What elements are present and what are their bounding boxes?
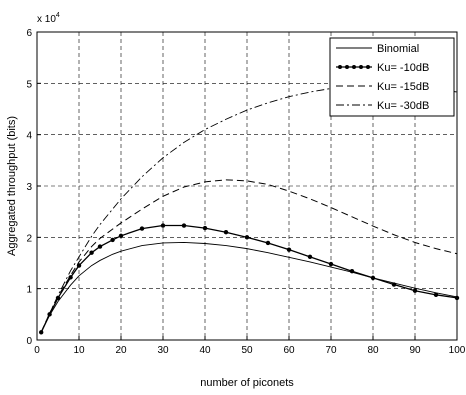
y-multiplier-exponent: 4: [56, 12, 60, 19]
y-tick-label: 5: [26, 79, 32, 90]
x-tick-label: 40: [199, 345, 211, 356]
data-point-ku-10db: [110, 237, 115, 243]
data-point-ku-10db: [181, 223, 187, 228]
x-tick-label: 90: [409, 345, 421, 356]
legend-marker-ku-10db: [345, 65, 349, 69]
x-tick-label: 100: [449, 345, 466, 356]
data-point-ku-10db: [97, 244, 103, 249]
legend-label-binomial: Binomial: [377, 43, 419, 55]
data-point-ku-10db: [89, 250, 94, 255]
data-point-ku-10db: [139, 226, 145, 231]
legend-marker-ku-10db: [359, 65, 363, 69]
legend-label-ku-30db: Ku= -30dB: [377, 100, 429, 112]
data-point-ku-10db: [265, 240, 271, 246]
legend-marker-ku-10db: [352, 65, 356, 69]
data-point-ku-10db: [68, 275, 73, 280]
y-axis-label: Aggregated throughput (bits): [6, 116, 18, 256]
x-tick-label: 70: [325, 345, 337, 356]
legend-marker-ku-10db: [338, 65, 342, 69]
legend-label-ku-10db: Ku= -10dB: [377, 62, 429, 74]
data-point-ku-10db: [118, 233, 124, 238]
data-point-ku-10db: [244, 235, 250, 240]
y-multiplier: x 104: [37, 12, 60, 25]
data-point-ku-10db: [391, 282, 397, 287]
y-tick-label: 3: [26, 182, 32, 193]
series-line-ku-30db: [40, 83, 458, 333]
legend: Binomial Ku= -10dB Ku= -15dB Ku= -30dB: [329, 37, 455, 117]
x-tick-label: 30: [157, 345, 169, 356]
x-tick-label: 20: [115, 345, 127, 356]
x-axis-label: number of piconets: [200, 377, 294, 389]
y-tick-label: 2: [26, 233, 32, 244]
y-tick-label: 4: [26, 131, 32, 142]
x-tick-label: 60: [283, 345, 295, 356]
x-tick-label: 0: [34, 345, 40, 356]
data-point-ku-10db: [286, 247, 292, 252]
data-point-ku-10db: [433, 292, 439, 298]
data-point-ku-10db: [328, 261, 334, 267]
axis-ticks: 0 10 20 30 40 50 60 70 80 90 100 0 1 2 3 4 5 6: [26, 28, 465, 356]
data-point-ku-10db: [307, 254, 313, 260]
y-tick-label: 1: [26, 285, 32, 296]
data-point-ku-10db: [223, 230, 229, 235]
series-lines: [39, 83, 460, 335]
data-point-ku-10db: [202, 225, 208, 231]
legend-marker-ku-10db: [366, 65, 370, 69]
y-tick-label: 6: [26, 28, 32, 39]
x-tick-label: 50: [241, 345, 253, 356]
x-tick-label: 10: [73, 345, 85, 356]
data-point-ku-10db: [370, 275, 376, 281]
series-line-ku-15db: [40, 179, 458, 333]
legend-box: [329, 37, 455, 117]
y-tick-label: 0: [26, 336, 32, 347]
data-point-ku-10db: [412, 288, 418, 293]
x-tick-label: 80: [367, 345, 379, 356]
data-point-ku-10db: [160, 223, 166, 228]
data-point-ku-10db: [454, 295, 460, 301]
data-point-ku-10db: [349, 269, 355, 274]
legend-label-ku-15db: Ku= -15dB: [377, 81, 429, 93]
